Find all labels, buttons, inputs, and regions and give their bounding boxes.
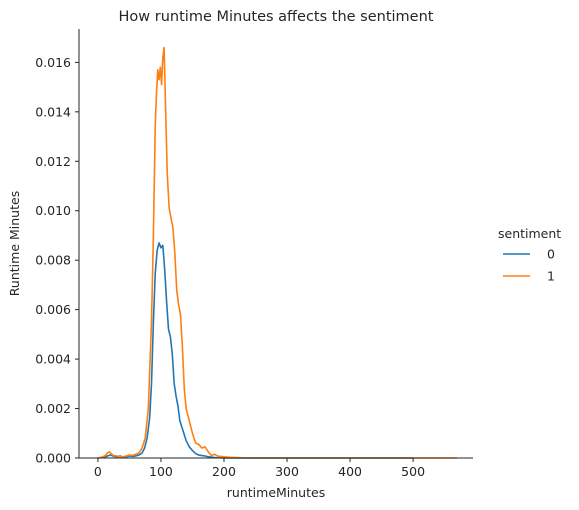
y-tick-label: 0.012 <box>35 154 71 169</box>
y-axis-title: Runtime Minutes <box>7 191 22 296</box>
y-tick-label: 0.002 <box>35 401 71 416</box>
legend-label-1: 1 <box>547 269 555 284</box>
x-tick-label: 300 <box>275 464 299 479</box>
x-axis: 0 100 200 300 400 500 <box>79 457 473 479</box>
x-tick-label: 200 <box>212 464 236 479</box>
legend: sentiment 0 1 <box>498 226 561 284</box>
plot-area <box>97 46 458 459</box>
y-tick-label: 0.014 <box>35 104 71 119</box>
y-tick-label: 0.004 <box>35 352 71 367</box>
x-axis-title: runtimeMinutes <box>227 485 325 500</box>
y-tick-label: 0.000 <box>35 451 71 466</box>
x-tick-label: 0 <box>94 464 102 479</box>
x-tick-label: 400 <box>338 464 362 479</box>
series-line-1 <box>97 46 458 459</box>
legend-title: sentiment <box>498 226 561 241</box>
y-tick-label: 0.016 <box>35 55 71 70</box>
x-tick-label: 100 <box>149 464 173 479</box>
chart-title: How runtime Minutes affects the sentimen… <box>119 9 434 25</box>
x-tick-label: 500 <box>401 464 425 479</box>
legend-label-0: 0 <box>547 247 555 262</box>
y-axis: 0.000 0.002 0.004 0.006 0.008 0.010 0.012 0.014… <box>35 29 80 466</box>
series-line-0 <box>97 242 414 459</box>
y-tick-label: 0.006 <box>35 302 71 317</box>
y-tick-label: 0.010 <box>35 203 71 218</box>
y-tick-label: 0.008 <box>35 253 71 268</box>
